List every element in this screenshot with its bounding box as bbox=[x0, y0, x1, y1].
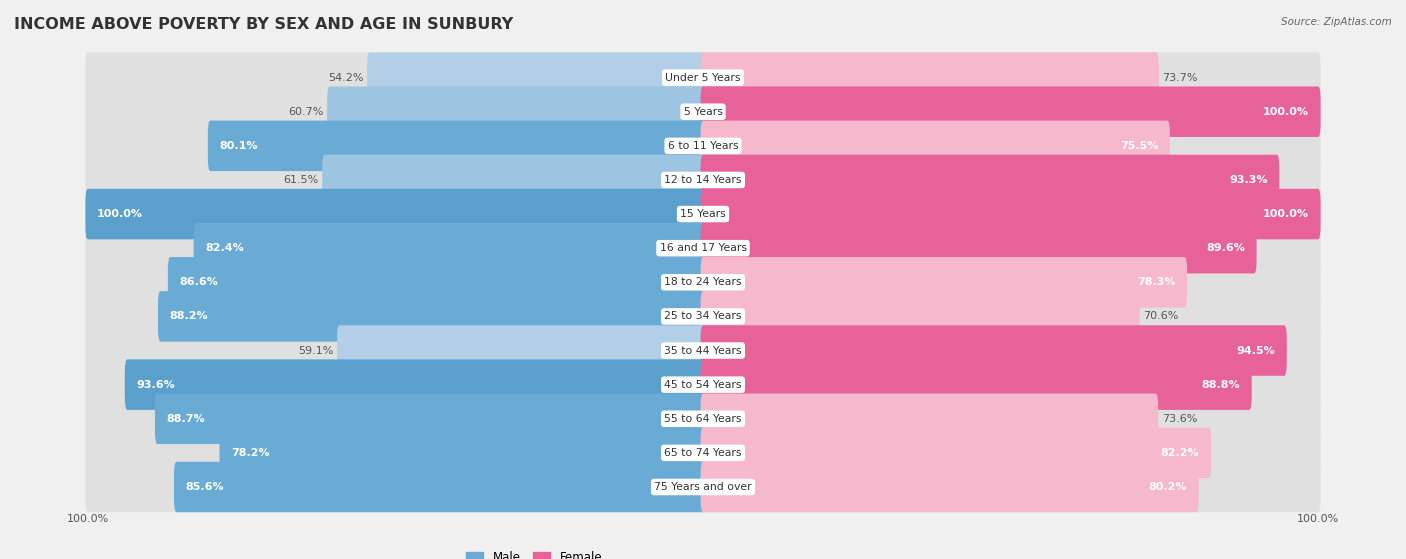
Text: 100.0%: 100.0% bbox=[1263, 107, 1309, 117]
FancyBboxPatch shape bbox=[700, 428, 1211, 478]
Text: 73.7%: 73.7% bbox=[1163, 73, 1198, 83]
Text: 5 Years: 5 Years bbox=[683, 107, 723, 117]
FancyBboxPatch shape bbox=[86, 87, 1320, 137]
FancyBboxPatch shape bbox=[86, 189, 706, 239]
FancyBboxPatch shape bbox=[219, 428, 706, 478]
Text: 35 to 44 Years: 35 to 44 Years bbox=[664, 345, 742, 356]
Text: 61.5%: 61.5% bbox=[283, 175, 319, 185]
Text: 70.6%: 70.6% bbox=[1143, 311, 1178, 321]
Text: 88.8%: 88.8% bbox=[1201, 380, 1240, 390]
Text: 88.7%: 88.7% bbox=[166, 414, 205, 424]
Text: 85.6%: 85.6% bbox=[186, 482, 225, 492]
Text: 54.2%: 54.2% bbox=[328, 73, 363, 83]
Text: 55 to 64 Years: 55 to 64 Years bbox=[664, 414, 742, 424]
Text: 12 to 14 Years: 12 to 14 Years bbox=[664, 175, 742, 185]
Text: 60.7%: 60.7% bbox=[288, 107, 323, 117]
FancyBboxPatch shape bbox=[700, 121, 1170, 171]
FancyBboxPatch shape bbox=[700, 359, 1251, 410]
FancyBboxPatch shape bbox=[700, 291, 1140, 342]
FancyBboxPatch shape bbox=[125, 359, 706, 410]
FancyBboxPatch shape bbox=[700, 325, 1286, 376]
Text: 100.0%: 100.0% bbox=[1296, 514, 1340, 524]
Text: 88.2%: 88.2% bbox=[170, 311, 208, 321]
Text: Under 5 Years: Under 5 Years bbox=[665, 73, 741, 83]
FancyBboxPatch shape bbox=[86, 189, 1320, 239]
FancyBboxPatch shape bbox=[700, 87, 1320, 137]
Text: 75 Years and over: 75 Years and over bbox=[654, 482, 752, 492]
Text: 82.2%: 82.2% bbox=[1161, 448, 1199, 458]
FancyBboxPatch shape bbox=[86, 155, 1320, 205]
FancyBboxPatch shape bbox=[700, 155, 1279, 205]
Text: 6 to 11 Years: 6 to 11 Years bbox=[668, 141, 738, 151]
Text: 45 to 54 Years: 45 to 54 Years bbox=[664, 380, 742, 390]
Text: 16 and 17 Years: 16 and 17 Years bbox=[659, 243, 747, 253]
Text: 78.2%: 78.2% bbox=[231, 448, 270, 458]
FancyBboxPatch shape bbox=[86, 359, 1320, 410]
FancyBboxPatch shape bbox=[194, 223, 706, 273]
FancyBboxPatch shape bbox=[86, 121, 1320, 171]
FancyBboxPatch shape bbox=[86, 462, 1320, 512]
FancyBboxPatch shape bbox=[86, 325, 1320, 376]
FancyBboxPatch shape bbox=[86, 223, 1320, 273]
Text: 65 to 74 Years: 65 to 74 Years bbox=[664, 448, 742, 458]
Text: Source: ZipAtlas.com: Source: ZipAtlas.com bbox=[1281, 17, 1392, 27]
Text: 80.1%: 80.1% bbox=[219, 141, 259, 151]
Text: 78.3%: 78.3% bbox=[1137, 277, 1175, 287]
Text: 93.6%: 93.6% bbox=[136, 380, 176, 390]
Text: 25 to 34 Years: 25 to 34 Years bbox=[664, 311, 742, 321]
Text: INCOME ABOVE POVERTY BY SEX AND AGE IN SUNBURY: INCOME ABOVE POVERTY BY SEX AND AGE IN S… bbox=[14, 17, 513, 32]
Text: 15 Years: 15 Years bbox=[681, 209, 725, 219]
Text: 18 to 24 Years: 18 to 24 Years bbox=[664, 277, 742, 287]
FancyBboxPatch shape bbox=[86, 428, 1320, 478]
Text: 75.5%: 75.5% bbox=[1119, 141, 1159, 151]
FancyBboxPatch shape bbox=[157, 291, 706, 342]
FancyBboxPatch shape bbox=[700, 257, 1187, 307]
Text: 89.6%: 89.6% bbox=[1206, 243, 1244, 253]
FancyBboxPatch shape bbox=[86, 53, 1320, 103]
Text: 82.4%: 82.4% bbox=[205, 243, 245, 253]
FancyBboxPatch shape bbox=[700, 223, 1257, 273]
Text: 73.6%: 73.6% bbox=[1161, 414, 1198, 424]
Text: 100.0%: 100.0% bbox=[97, 209, 143, 219]
Text: 100.0%: 100.0% bbox=[1263, 209, 1309, 219]
FancyBboxPatch shape bbox=[328, 87, 706, 137]
FancyBboxPatch shape bbox=[86, 257, 1320, 307]
FancyBboxPatch shape bbox=[86, 394, 1320, 444]
FancyBboxPatch shape bbox=[700, 53, 1159, 103]
FancyBboxPatch shape bbox=[174, 462, 706, 512]
Text: 59.1%: 59.1% bbox=[298, 345, 333, 356]
FancyBboxPatch shape bbox=[155, 394, 706, 444]
Text: 86.6%: 86.6% bbox=[180, 277, 218, 287]
Text: 94.5%: 94.5% bbox=[1236, 345, 1275, 356]
FancyBboxPatch shape bbox=[167, 257, 706, 307]
Text: 100.0%: 100.0% bbox=[66, 514, 110, 524]
FancyBboxPatch shape bbox=[700, 394, 1159, 444]
FancyBboxPatch shape bbox=[700, 462, 1199, 512]
FancyBboxPatch shape bbox=[208, 121, 706, 171]
FancyBboxPatch shape bbox=[700, 189, 1320, 239]
FancyBboxPatch shape bbox=[367, 53, 706, 103]
FancyBboxPatch shape bbox=[337, 325, 706, 376]
Text: 93.3%: 93.3% bbox=[1229, 175, 1268, 185]
Legend: Male, Female: Male, Female bbox=[461, 546, 607, 559]
FancyBboxPatch shape bbox=[86, 291, 1320, 342]
FancyBboxPatch shape bbox=[322, 155, 706, 205]
Text: 80.2%: 80.2% bbox=[1149, 482, 1187, 492]
